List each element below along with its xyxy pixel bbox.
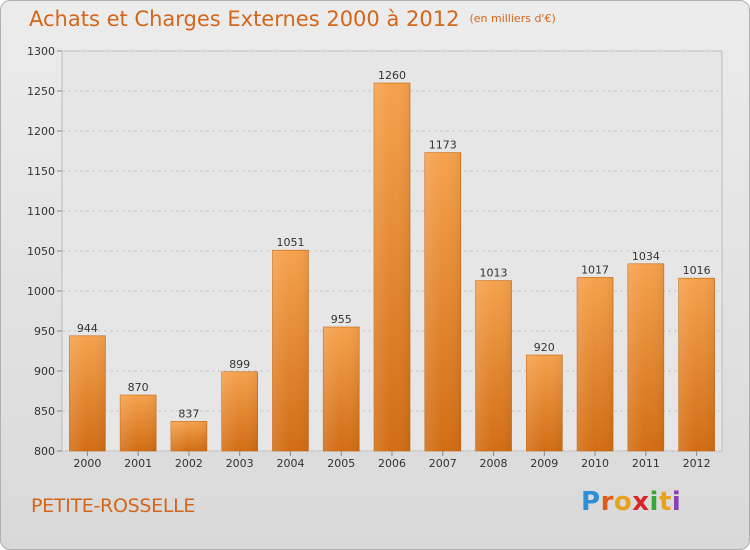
x-tick-label: 2005	[327, 457, 355, 470]
y-tick-label: 1300	[27, 45, 55, 58]
bar-shine	[627, 263, 664, 451]
logo-letter: r	[600, 487, 614, 517]
bar-shine	[424, 152, 461, 451]
value-label: 1051	[276, 236, 304, 249]
value-label: 944	[77, 322, 98, 335]
proxiti-logo: Proxiti	[581, 487, 681, 517]
x-tick-label: 2012	[683, 457, 711, 470]
y-tick-label: 950	[34, 325, 55, 338]
value-label: 1016	[683, 264, 711, 277]
value-label: 1173	[429, 139, 457, 152]
x-tick-label: 2010	[581, 457, 609, 470]
bar-shine	[69, 335, 106, 451]
x-tick-label: 2001	[124, 457, 152, 470]
bar-shine	[170, 421, 207, 451]
x-tick-label: 2002	[175, 457, 203, 470]
x-tick-label: 2004	[276, 457, 304, 470]
bar-shine	[272, 250, 309, 451]
chart-subtitle: (en milliers d'€)	[469, 12, 556, 25]
value-label: 1017	[581, 263, 609, 276]
y-axis-ticks: 800 850 900 950 1000 1050 1100 1150 1200 1250 1300	[27, 45, 62, 458]
bar-shine	[221, 371, 258, 451]
x-axis-ticks: 2000 2001 2002 2003 2004 2005 2006 2007 2008 2009…	[73, 451, 711, 470]
value-label: 870	[128, 381, 149, 394]
y-tick-label: 1200	[27, 125, 55, 138]
value-label: 955	[331, 313, 352, 326]
chart-title: Achats et Charges Externes 2000 à 2012 (e…	[29, 7, 556, 31]
x-tick-label: 2006	[378, 457, 406, 470]
y-tick-label: 1100	[27, 205, 55, 218]
logo-letter: x	[632, 487, 650, 517]
y-tick-label: 800	[34, 445, 55, 458]
bar-shine	[475, 280, 512, 451]
y-tick-label: 1250	[27, 85, 55, 98]
value-label: 837	[178, 407, 199, 420]
chart-title-text: Achats et Charges Externes 2000 à 2012	[29, 7, 460, 31]
value-label: 899	[229, 358, 250, 371]
logo-letter: t	[658, 487, 672, 517]
value-label: 1260	[378, 69, 406, 82]
value-label: 920	[534, 341, 555, 354]
commune-name: PETITE-ROSSELLE	[31, 495, 196, 517]
x-tick-label: 2009	[530, 457, 558, 470]
value-labels: 944 870 837 899 1051 955 1260 1173 1013 920 1017 10…	[77, 69, 711, 420]
bar-shine	[120, 395, 157, 451]
y-tick-label: 1000	[27, 285, 55, 298]
logo-letter: i	[649, 487, 659, 517]
bar-shine	[374, 83, 410, 451]
y-tick-label: 900	[34, 365, 55, 378]
logo-letter: P	[581, 487, 601, 517]
x-tick-label: 2003	[226, 457, 254, 470]
logo-letter: o	[613, 487, 633, 517]
y-tick-label: 1150	[27, 165, 55, 178]
x-tick-label: 2008	[480, 457, 508, 470]
x-tick-label: 2007	[429, 457, 457, 470]
bar-shine	[526, 355, 563, 451]
value-label: 1013	[480, 267, 508, 280]
bar-shine	[323, 327, 360, 451]
y-tick-label: 850	[34, 405, 55, 418]
bar-shine	[678, 278, 715, 451]
bar-shine	[577, 277, 614, 451]
y-tick-label: 1050	[27, 245, 55, 258]
value-label: 1034	[632, 250, 660, 263]
bars	[69, 82, 715, 452]
x-tick-label: 2011	[632, 457, 660, 470]
logo-letter: i	[671, 487, 682, 517]
x-tick-label: 2000	[73, 457, 101, 470]
